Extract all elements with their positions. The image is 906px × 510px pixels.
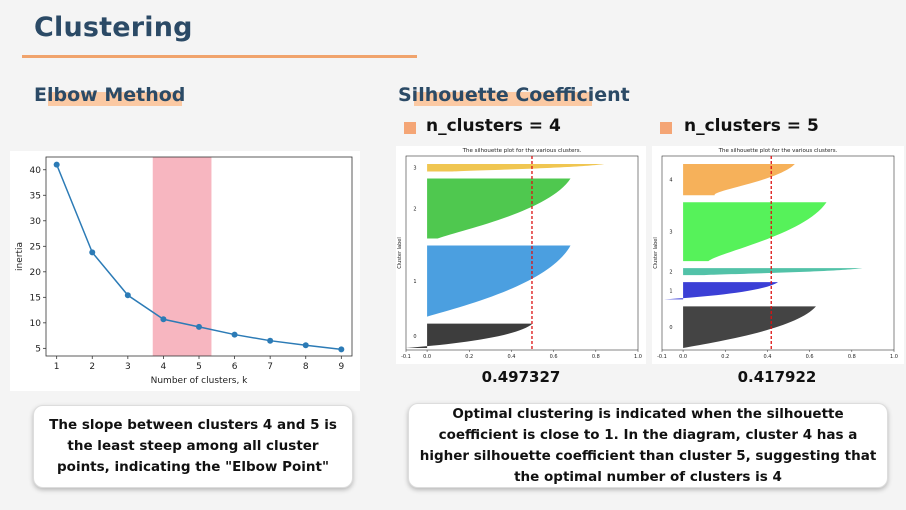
elbow-highlight-band [152, 157, 212, 356]
sil5-title: The silhouette plot for the various clus… [718, 148, 838, 154]
inertia-point [302, 342, 309, 349]
silhouette-score-4: 0.497327 [481, 368, 561, 386]
sil4-x-tick-label: -0.1 [401, 354, 411, 360]
n-clusters-5-label: n_clusters = 5 [684, 116, 819, 136]
sil5-cluster-3-shape [683, 202, 827, 262]
x-tick-label: 3 [125, 362, 131, 372]
x-tick-label: 4 [161, 362, 167, 372]
x-tick-label: 5 [196, 362, 202, 372]
elbow-chart-panel: 1 2 3 4 5 6 7 8 9 5 10 15 20 25 30 35 40 Number of cluste… [10, 151, 360, 391]
sil4-cluster-3-shape [427, 164, 605, 172]
silhouette-heading: Silhouette Coefficient [398, 84, 630, 106]
sil4-cluster-label: 3 [413, 166, 416, 172]
sil5-x-tick-label: 0.4 [763, 354, 771, 360]
bullet-right [660, 122, 672, 134]
silhouette-chart-5-panel: The silhouette plot for the various clus… [652, 146, 904, 364]
title-underline [22, 55, 417, 58]
sil5-x-tick-label: 0.6 [806, 354, 814, 360]
inertia-point [196, 323, 202, 330]
silhouette-chart-4-panel: The silhouette plot for the various clus… [396, 146, 646, 364]
inertia-point [89, 249, 96, 256]
sil4-x-tick-label: 0.2 [465, 354, 473, 360]
y-tick-label: 25 [30, 242, 41, 252]
sil4-plot-frame [405, 155, 639, 351]
n-clusters-4-label: n_clusters = 4 [426, 116, 561, 136]
sil5-x-tick-label: 0.2 [721, 354, 729, 360]
inertia-point [231, 331, 238, 338]
sil4-cluster-label: 2 [413, 206, 416, 212]
elbow-callout-text: The slope between clusters 4 and 5 is th… [49, 417, 337, 475]
sil4-y-axis-label: Cluster label [397, 237, 403, 268]
inertia-point [267, 337, 274, 344]
sil5-cluster-0-shape [683, 306, 816, 348]
elbow-chart: 1 2 3 4 5 6 7 8 9 5 10 15 20 25 30 35 40 Number of cluste… [15, 156, 353, 386]
x-axis-label: Number of clusters, k [151, 376, 249, 386]
inertia-point [160, 316, 167, 323]
sil4-cluster-2-shape [427, 178, 571, 239]
y-tick-label: 15 [30, 293, 41, 303]
sil5-y-axis-label: Cluster label [653, 237, 659, 268]
y-tick-label: 10 [30, 319, 42, 329]
sil4-x-tick-label: 0.0 [423, 354, 431, 360]
sil4-cluster-label: 0 [413, 334, 416, 340]
bullet-left [404, 122, 416, 134]
sil4-x-tick-label: 0.6 [550, 354, 558, 360]
silhouette-chart-4: The silhouette plot for the various clus… [397, 148, 642, 360]
x-tick-label: 9 [338, 362, 344, 372]
y-tick-label: 40 [30, 166, 42, 176]
silhouette-callout: Optimal clustering is indicated when the… [408, 403, 888, 488]
x-tick-label: 7 [267, 362, 273, 372]
elbow-heading-highlight [48, 92, 182, 106]
sil5-cluster-2-shape [683, 268, 863, 276]
sil5-x-tick-label: 0.8 [848, 354, 856, 360]
silhouette-chart-5: The silhouette plot for the various clus… [653, 148, 898, 360]
sil5-cluster-4-shape [683, 164, 795, 196]
sil4-cluster-1-shape [427, 245, 571, 317]
x-tick-label: 8 [303, 362, 309, 372]
y-tick-label: 5 [35, 344, 41, 354]
sil4-title: The silhouette plot for the various clus… [462, 148, 582, 154]
sil4-x-tick-label: 1.0 [634, 354, 642, 360]
sil5-cluster-label: 3 [669, 230, 672, 236]
sil5-cluster-1-shape [664, 282, 778, 300]
silhouette-score-5: 0.417922 [737, 368, 817, 386]
sil4-x-tick-label: 0.8 [592, 354, 600, 360]
sil5-x-tick-label: -0.1 [657, 354, 667, 360]
sil5-x-tick-label: 1.0 [890, 354, 898, 360]
elbow-heading: Elbow Method [34, 84, 186, 106]
sil5-cluster-label: 4 [669, 178, 672, 184]
silhouette-heading-highlight [414, 92, 592, 106]
inertia-point [124, 292, 131, 299]
page-title: Clustering [34, 12, 193, 43]
silhouette-callout-text: Optimal clustering is indicated when the… [419, 405, 877, 485]
sil4-cluster-0-shape [406, 323, 533, 348]
elbow-callout: The slope between clusters 4 and 5 is th… [33, 405, 353, 488]
sil5-cluster-label: 1 [669, 289, 672, 295]
sil5-cluster-label: 2 [669, 270, 672, 276]
inertia-point [53, 161, 60, 168]
sil5-plot-frame [661, 155, 895, 351]
inertia-point [338, 346, 345, 353]
y-axis-label: inertia [15, 242, 25, 271]
y-tick-label: 20 [30, 268, 42, 278]
sil4-x-tick-label: 0.4 [507, 354, 515, 360]
x-tick-label: 2 [89, 362, 95, 372]
sil4-cluster-label: 1 [413, 279, 416, 285]
y-tick-label: 35 [30, 191, 41, 201]
x-tick-label: 6 [232, 362, 238, 372]
x-tick-label: 1 [54, 362, 60, 372]
y-tick-label: 30 [30, 217, 42, 227]
sil5-x-tick-label: 0.0 [679, 354, 687, 360]
sil5-cluster-label: 0 [669, 325, 672, 331]
